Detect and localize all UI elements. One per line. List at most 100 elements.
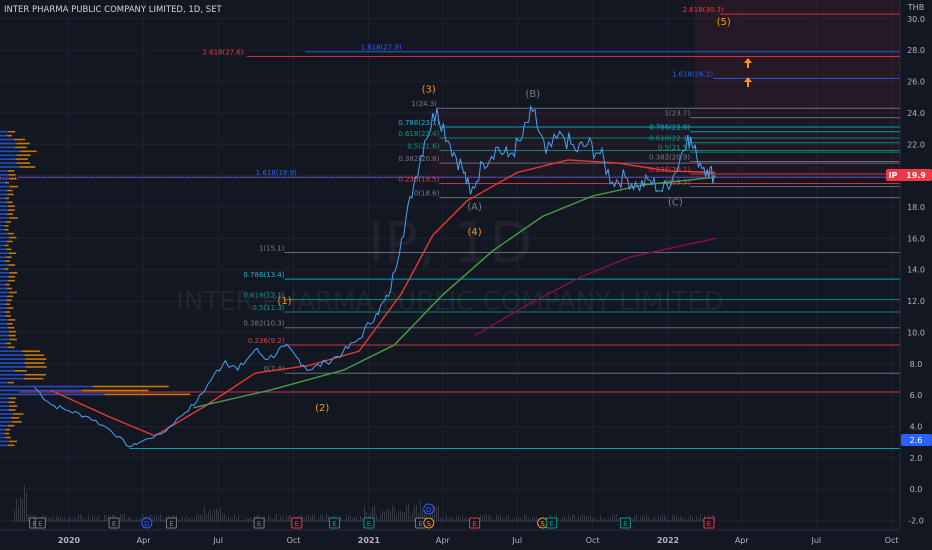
time-axis[interactable]: [0, 530, 900, 550]
volume-profile-bar: [0, 217, 10, 219]
dividend-marker-icon[interactable]: [423, 503, 435, 515]
volume-profile-bar: [15, 158, 28, 160]
volume-bar: [214, 508, 215, 522]
event-marker-icon[interactable]: [619, 517, 631, 529]
event-marker-icon[interactable]: [141, 517, 153, 529]
volume-bar: [84, 518, 85, 522]
event-marker-icon[interactable]: [328, 517, 340, 529]
event-marker-letter: E: [112, 520, 116, 528]
event-marker-icon[interactable]: [291, 517, 303, 529]
volume-bar: [18, 505, 19, 522]
volume-bar: [324, 518, 325, 522]
volume-profile-bar: [104, 393, 191, 396]
price-tick-label: 18.0: [907, 203, 925, 212]
volume-profile-bar: [0, 170, 8, 172]
fib-level-label: 0.5(11.3): [252, 304, 284, 312]
volume-profile-bar: [0, 248, 7, 251]
volume-bar: [140, 517, 141, 522]
volume-profile-bar: [5, 260, 10, 262]
volume-bar: [698, 518, 699, 522]
event-marker-icon[interactable]: [423, 517, 435, 529]
volume-profile-bar: [0, 134, 7, 137]
volume-bar: [26, 492, 27, 522]
volume-profile-bar: [8, 401, 16, 404]
volume-profile-bar: [0, 287, 7, 290]
volume-bar: [512, 518, 513, 522]
volume-profile-bar: [0, 346, 9, 349]
volume-bar: [340, 515, 341, 522]
price-tick-label: 10.0: [907, 328, 925, 337]
volume-bar: [426, 513, 427, 522]
fib-level-label: 0(7.4): [263, 365, 284, 373]
volume-bar: [444, 519, 445, 522]
event-marker-icon[interactable]: [34, 517, 46, 529]
volume-bar: [568, 514, 569, 522]
fib-level-label: 0.618(12.1): [243, 291, 284, 299]
volume-bar: [72, 519, 73, 522]
volume-bar: [160, 514, 161, 522]
event-marker-icon[interactable]: [253, 517, 265, 529]
volume-bar: [158, 516, 159, 522]
volume-bar: [182, 516, 183, 522]
volume-bar: [484, 514, 485, 522]
time-tick-label: Oct: [287, 536, 301, 545]
volume-profile-bar: [0, 201, 7, 204]
event-marker-icon[interactable]: [546, 517, 558, 529]
volume-profile-bar: [5, 303, 11, 306]
volume-bar: [150, 514, 151, 522]
volume-bar: [64, 516, 65, 522]
fib-level-label: 2.618(27.6): [202, 48, 243, 56]
volume-bar: [316, 519, 317, 522]
volume-bar: [134, 518, 135, 522]
volume-bar: [270, 517, 271, 522]
volume-bar: [66, 519, 67, 522]
volume-bar: [592, 518, 593, 522]
volume-profile-bar: [19, 166, 36, 168]
current-price-tag-bg: [886, 169, 932, 181]
event-marker-icon[interactable]: [703, 517, 715, 529]
low-price-value: 2.6: [910, 436, 923, 445]
volume-bar: [522, 518, 523, 522]
volume-bar: [268, 514, 269, 522]
volume-bar: [530, 518, 531, 522]
event-marker-icon[interactable]: [469, 517, 481, 529]
volume-profile-bar: [9, 177, 17, 180]
volume-profile-bar: [7, 232, 14, 235]
volume-bar: [434, 505, 435, 522]
volume-bar: [60, 516, 61, 522]
price-tick-label: 12.0: [907, 297, 925, 306]
volume-bar: [570, 517, 571, 522]
volume-profile-bar: [25, 358, 47, 360]
event-marker-icon[interactable]: [363, 517, 375, 529]
volume-bar: [358, 519, 359, 522]
volume-bar: [638, 519, 639, 522]
volume-profile-bar: [0, 440, 10, 443]
volume-bar: [576, 519, 577, 522]
volume-bar: [184, 518, 185, 522]
price-tick-label: 2.0: [910, 454, 923, 463]
event-markers: E E E D E E E E E E S E S E E ED: [29, 503, 715, 529]
volume-bar: [412, 512, 413, 522]
event-marker-letter: E: [472, 520, 476, 528]
volume-bar: [362, 518, 363, 522]
volume-bar: [222, 513, 223, 522]
event-marker-icon[interactable]: [165, 517, 177, 529]
fib-level-label: 0.5(21.6): [407, 143, 439, 151]
price-tick-label: 8.0: [910, 360, 923, 369]
wave-label: (A): [467, 202, 482, 213]
wave-label: (4): [468, 227, 482, 238]
volume-bar: [612, 514, 613, 522]
fib-level-label: 1(15.1): [259, 244, 285, 252]
volume-bar: [290, 515, 291, 522]
volume-bar: [644, 516, 645, 522]
event-marker-icon[interactable]: [108, 517, 120, 529]
volume-bar: [670, 519, 671, 522]
volume-profile-bar: [5, 311, 10, 313]
volume-profile-bar: [0, 213, 8, 215]
time-tick-label: Oct: [885, 536, 899, 545]
volume-profile-bar: [0, 338, 10, 341]
event-marker-letter: E: [418, 520, 422, 528]
time-tick-label: Apr: [436, 536, 451, 545]
volume-bar: [580, 516, 581, 522]
